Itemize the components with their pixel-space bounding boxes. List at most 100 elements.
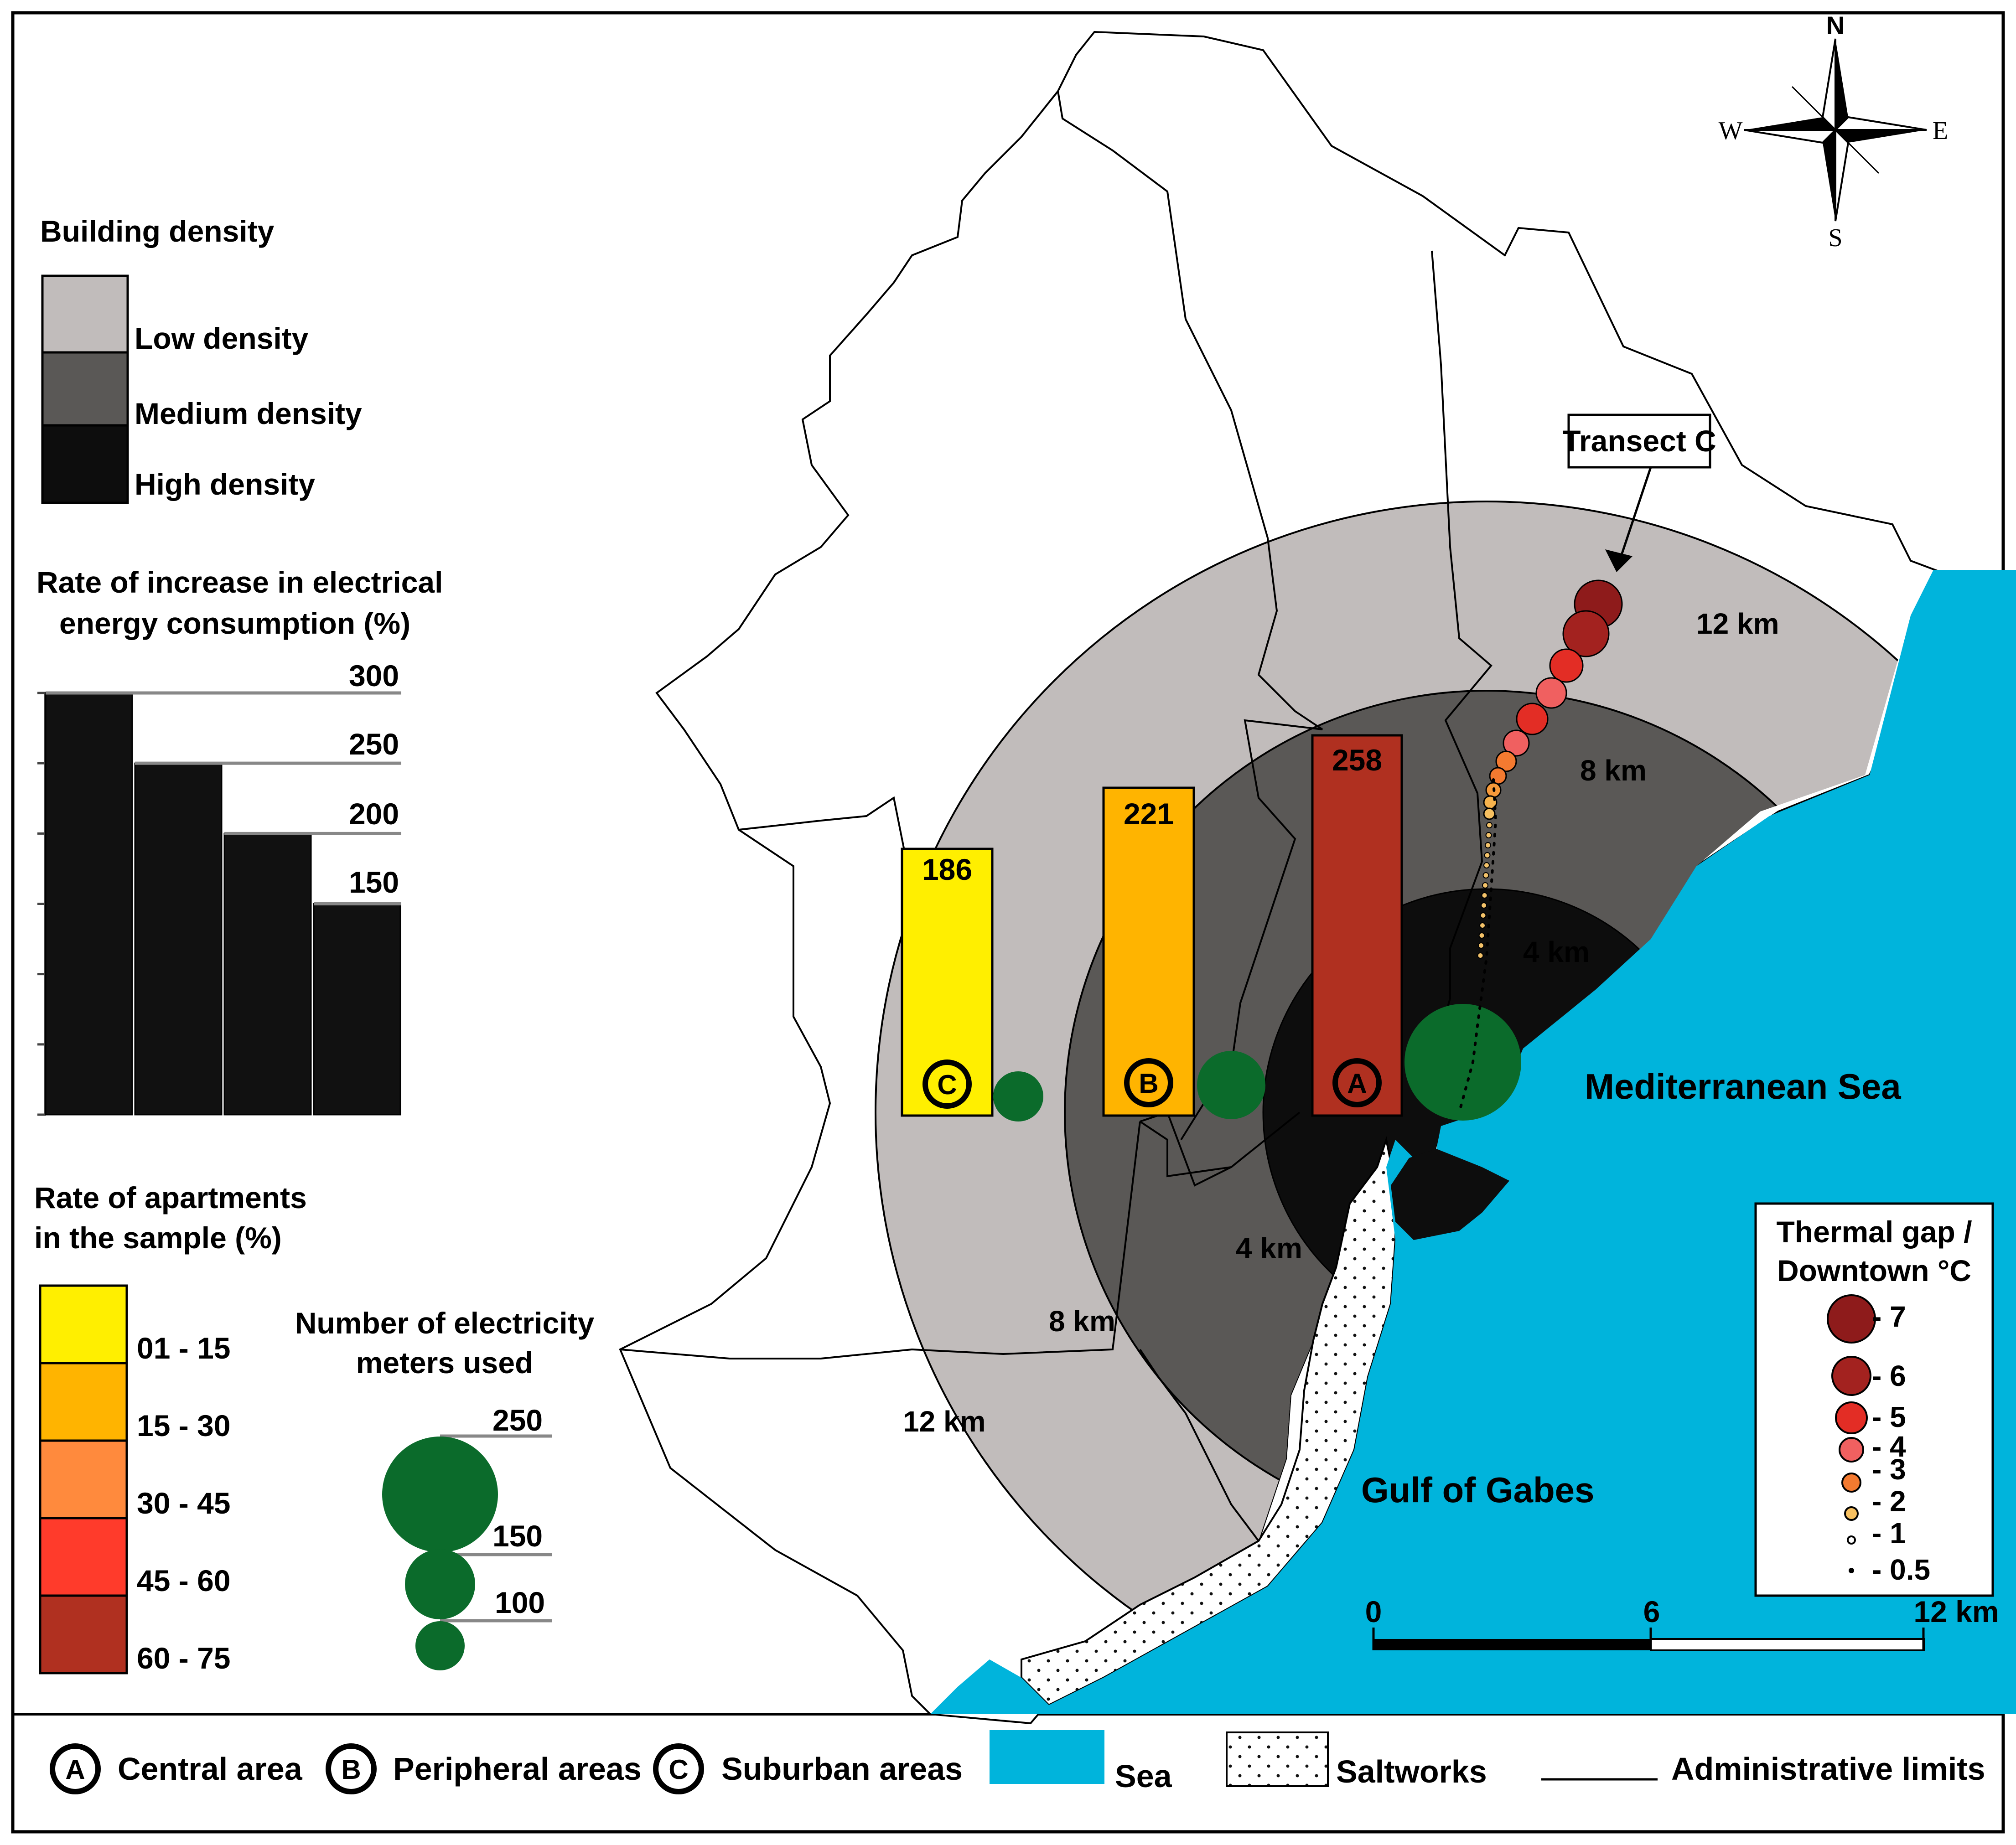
scale-bar: 0 6 12 km bbox=[1365, 1595, 1999, 1651]
transect-dotted-line bbox=[1458, 778, 1498, 1114]
transect-point bbox=[1562, 610, 1610, 657]
zone-c-code: C bbox=[937, 1070, 957, 1100]
ring-label-4km-sw: 4 km bbox=[1236, 1232, 1302, 1265]
thermal-legend-label: - 6 bbox=[1872, 1359, 1906, 1392]
transect-point bbox=[1535, 677, 1567, 709]
transect-point-small bbox=[1479, 922, 1486, 929]
thermal-legend-label: - 1 bbox=[1872, 1517, 1906, 1550]
apartment-class-swatch bbox=[39, 1594, 128, 1674]
sea-area bbox=[912, 570, 2016, 1714]
zone-b-marker: 221 B bbox=[1102, 786, 1265, 1119]
ring-label-8km-sw: 8 km bbox=[1049, 1305, 1115, 1338]
density-label-medium: Medium density bbox=[135, 397, 362, 430]
density-swatch-low bbox=[41, 274, 129, 354]
zone-a-meter-circle bbox=[1404, 1004, 1521, 1121]
transect-arrow-line bbox=[1620, 467, 1652, 557]
legend-badge-b bbox=[326, 1743, 377, 1794]
thermal-legend-circle bbox=[1844, 1506, 1859, 1521]
meters-legend: Number of electricity meters used 250 15… bbox=[295, 1306, 595, 1670]
apartment-class-swatch bbox=[39, 1517, 128, 1597]
transect-point-small bbox=[1486, 822, 1493, 828]
apartment-class-swatch bbox=[39, 1362, 128, 1442]
compass-south-label: S bbox=[1828, 224, 1842, 252]
meters-legend-title-1: Number of electricity bbox=[295, 1306, 595, 1340]
thermal-legend-label: - 3 bbox=[1872, 1453, 1906, 1486]
meters-circle-250 bbox=[382, 1437, 498, 1552]
increase-legend-title-2: energy consumption (%) bbox=[59, 606, 410, 640]
transect-label: Transect C bbox=[1562, 424, 1716, 458]
transect-point-small bbox=[1482, 872, 1489, 879]
transect-point-small bbox=[1485, 832, 1492, 838]
bottom-legend: A Central area B Peripheral areas C Subu… bbox=[50, 1730, 1985, 1794]
thermal-legend-label: - 0.5 bbox=[1872, 1553, 1930, 1586]
legend-badge-c bbox=[653, 1743, 704, 1794]
transect-c-points bbox=[1477, 579, 1623, 959]
legend-code-b: B bbox=[341, 1754, 361, 1785]
zone-b-badge bbox=[1124, 1058, 1173, 1107]
legend-saltworks-swatch bbox=[1226, 1731, 1329, 1787]
zone-a-code: A bbox=[1347, 1068, 1367, 1099]
meters-value-250: 250 bbox=[492, 1403, 543, 1437]
thermal-legend-circle bbox=[1835, 1401, 1868, 1434]
meters-circle-150 bbox=[405, 1549, 475, 1619]
transect-point-small bbox=[1482, 882, 1488, 889]
transect-arrow-head bbox=[1605, 549, 1632, 572]
apartment-class-label: 01 - 15 bbox=[137, 1331, 230, 1365]
scale-label-0: 0 bbox=[1365, 1595, 1382, 1628]
thermal-legend-title-1: Thermal gap / bbox=[1776, 1215, 1972, 1249]
transect-point-small bbox=[1485, 842, 1491, 848]
apartments-legend: Rate of apartments in the sample (%) 01 … bbox=[34, 1181, 307, 1675]
thermal-legend-circle bbox=[1849, 1568, 1854, 1573]
zone-c-badge bbox=[922, 1059, 972, 1109]
compass-west-label: W bbox=[1719, 117, 1743, 145]
zone-c-marker: 186 C bbox=[901, 848, 1043, 1121]
transect-point bbox=[1483, 807, 1496, 820]
legend-suburban-areas: Suburban areas bbox=[721, 1751, 963, 1787]
apartment-class-label: 15 - 30 bbox=[137, 1409, 230, 1442]
port-area bbox=[1391, 1149, 1509, 1240]
zone-a-value: 258 bbox=[1332, 743, 1382, 777]
thermal-legend-label: - 2 bbox=[1872, 1485, 1906, 1518]
transect-point-small bbox=[1477, 952, 1484, 959]
density-legend: Building density Low density Medium dens… bbox=[40, 214, 362, 504]
transect-point-small bbox=[1478, 942, 1484, 949]
meters-value-100: 100 bbox=[495, 1586, 545, 1619]
density-swatch-medium bbox=[41, 351, 129, 427]
increase-legend: Rate of increase in electrical energy co… bbox=[36, 565, 443, 1116]
ring-label-12km-ne: 12 km bbox=[1696, 607, 1779, 640]
increase-bar bbox=[313, 903, 401, 1116]
density-swatch-high bbox=[41, 424, 129, 504]
thermal-legend-title-2: Downtown °C bbox=[1777, 1254, 1971, 1287]
zone-b-value: 221 bbox=[1124, 797, 1174, 831]
legend-sea-swatch bbox=[990, 1730, 1104, 1784]
density-label-high: High density bbox=[135, 467, 315, 501]
thermal-legend-circle bbox=[1847, 1535, 1856, 1545]
apartment-class-swatch bbox=[39, 1284, 128, 1364]
compass-north-label: N bbox=[1826, 11, 1845, 40]
density-legend-title: Building density bbox=[40, 214, 275, 248]
transect-point-small bbox=[1481, 902, 1487, 909]
apartments-legend-title-1: Rate of apartments bbox=[34, 1181, 307, 1214]
legend-code-a: A bbox=[65, 1754, 85, 1785]
apartment-class-label: 30 - 45 bbox=[137, 1486, 230, 1520]
increase-tick-label: 250 bbox=[349, 727, 399, 761]
scale-label-12: 12 km bbox=[1913, 1595, 1999, 1628]
transect-point-small bbox=[1484, 852, 1491, 858]
transect-label-box bbox=[1567, 413, 1711, 469]
scale-bar-white bbox=[1650, 1638, 1925, 1651]
transect-point bbox=[1495, 750, 1517, 772]
thermal-legend-circle bbox=[1841, 1473, 1861, 1493]
legend-central-area: Central area bbox=[118, 1751, 303, 1787]
transect-point bbox=[1503, 729, 1530, 757]
internal-admin-limits bbox=[620, 91, 1493, 1542]
ring-label-4km-ne: 4 km bbox=[1523, 935, 1590, 968]
apartment-class-label: 45 - 60 bbox=[137, 1564, 230, 1597]
ring-label-12km-sw: 12 km bbox=[903, 1405, 985, 1438]
increase-tick-label: 200 bbox=[349, 797, 399, 831]
legend-badge-a bbox=[50, 1743, 101, 1794]
apartment-class-label: 60 - 75 bbox=[137, 1641, 230, 1675]
thermal-legend-label: - 4 bbox=[1872, 1430, 1906, 1463]
thermal-legend-circle bbox=[1827, 1294, 1876, 1344]
thermal-legend-label: - 7 bbox=[1872, 1300, 1906, 1333]
